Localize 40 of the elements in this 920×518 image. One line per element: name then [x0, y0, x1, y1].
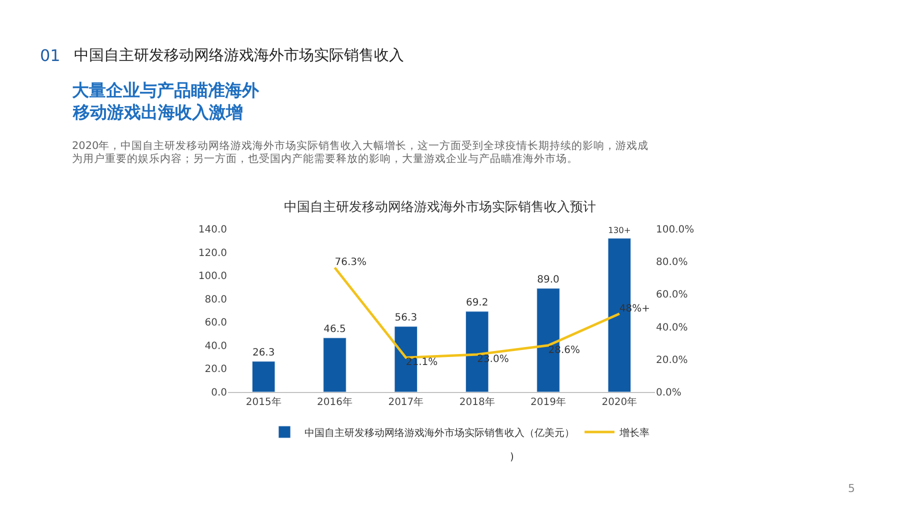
- y-tick-label: 80.0: [204, 294, 227, 306]
- y-tick-label: 140.0: [198, 224, 227, 236]
- legend-label: 增长率: [618, 426, 650, 439]
- legend-label: 中国自主研发移动网络游戏海外市场实际销售收入（亿美元）: [304, 426, 574, 439]
- text: 为用户重要的娱乐内容；另一方面，也受国内产能需要释放的影响，大量游戏企业与产品瞄准海外市场。: [72, 152, 578, 165]
- data-label: 130+: [608, 224, 631, 235]
- y-tick-label: 100.0: [198, 271, 227, 282]
- bar: [252, 361, 276, 392]
- data-label: 46.5: [324, 324, 346, 335]
- text: 01: [40, 46, 60, 65]
- y2-tick-label: 20.0%: [656, 354, 688, 366]
- x-tick-label: 2019年: [530, 396, 566, 408]
- y-tick-label: 40.0: [204, 340, 227, 352]
- x-tick-label: 2017年: [388, 396, 424, 408]
- data-label: 89.0: [537, 274, 560, 286]
- chart-title: 中国自主研发移动网络游戏海外市场实际销售收入预计: [284, 199, 596, 215]
- y-tick-label: 60.0: [204, 318, 227, 329]
- y2-tick-label: 40.0%: [656, 322, 688, 334]
- bar: [323, 338, 346, 392]
- text: 移动游戏出海收入激增: [72, 103, 243, 123]
- text: 2020年，中国自主研发移动网络游戏海外市场实际销售收入大幅增长，这一方面受到全球疫情长期持续的影响，游戏成: [72, 139, 649, 152]
- y-tick-label: 20.0: [204, 364, 227, 376]
- y-tick-label: 120.0: [198, 248, 227, 259]
- y2-tick-label: 60.0%: [656, 290, 688, 301]
- x-tick-label: 2016年: [317, 396, 352, 408]
- text: 中国自主研发移动网络游戏海外市场实际销售收入: [74, 46, 404, 64]
- text: 大量企业与产品瞄准海外: [72, 81, 260, 101]
- x-tick-label: 2020年: [602, 396, 638, 408]
- y-tick-label: 0.0: [211, 388, 227, 398]
- data-label: 76.3%: [334, 257, 367, 268]
- x-tick-label: 2015年: [246, 396, 282, 408]
- y2-tick-label: 80.0%: [656, 257, 688, 268]
- data-label: 69.2: [466, 297, 488, 308]
- x-tick-label: 2018年: [459, 396, 495, 408]
- y2-tick-label: 0.0%: [656, 388, 682, 398]
- y2-tick-label: 100.0%: [656, 224, 694, 236]
- text: 5: [848, 482, 855, 495]
- data-label: 26.3: [252, 347, 275, 358]
- data-label: 56.3: [394, 312, 418, 324]
- text: ): [510, 452, 514, 463]
